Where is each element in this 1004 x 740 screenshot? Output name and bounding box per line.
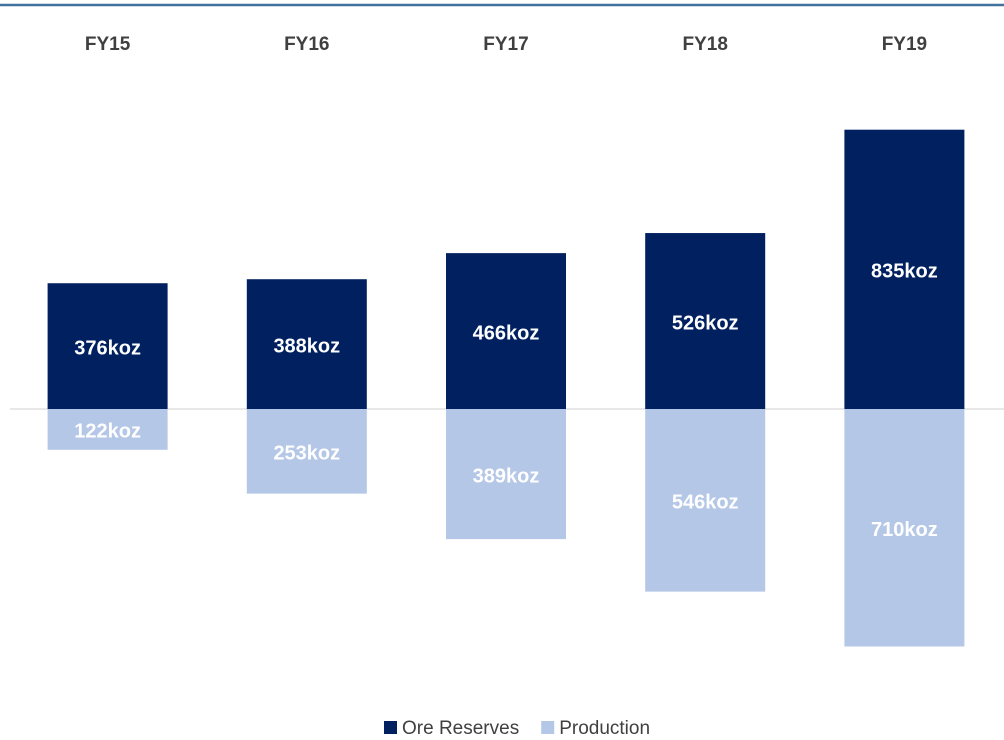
x-tick-label: FY19 — [882, 34, 927, 55]
legend-swatch — [541, 721, 555, 734]
bar — [446, 253, 566, 409]
data-label: 835koz — [871, 261, 938, 283]
x-tick-label: FY18 — [682, 34, 727, 55]
data-label: 376koz — [74, 337, 141, 359]
x-tick-label: FY15 — [85, 34, 131, 55]
x-tick-label: FY17 — [483, 34, 528, 55]
data-label: 546koz — [672, 492, 739, 514]
bar — [645, 409, 766, 592]
bar — [844, 409, 965, 647]
data-label: 710koz — [871, 519, 938, 541]
bar — [246, 279, 367, 409]
legend-label: Ore Reserves — [402, 718, 519, 739]
bar — [47, 409, 168, 450]
data-label: 526koz — [672, 312, 739, 334]
bar — [446, 409, 566, 540]
bar — [47, 283, 168, 409]
x-tick-label: FY16 — [284, 34, 329, 55]
data-label: 389koz — [473, 465, 540, 487]
bar — [844, 129, 965, 409]
data-label: 253koz — [273, 443, 340, 465]
data-label: 466koz — [473, 322, 540, 344]
bar — [645, 233, 766, 409]
legend-swatch — [384, 721, 397, 734]
bar — [246, 409, 367, 494]
legend-label: Production — [559, 718, 650, 739]
data-label: 388koz — [273, 335, 340, 357]
data-label: 122koz — [74, 421, 141, 443]
